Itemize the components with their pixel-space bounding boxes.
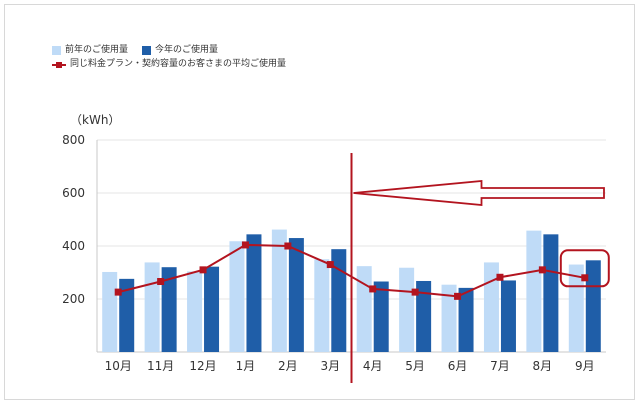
y-tick-label: 400	[62, 239, 85, 253]
y-tick-label: 200	[62, 292, 85, 306]
average-point	[114, 288, 122, 296]
bar-current	[119, 278, 135, 352]
bar-current	[500, 280, 516, 352]
bar-previous	[271, 229, 287, 352]
bar-previous	[526, 230, 542, 352]
x-tick-label: 4月	[363, 359, 383, 373]
legend-item-current: 今年のご使用量	[142, 44, 219, 55]
x-tick-label: 7月	[490, 359, 510, 373]
bar-previous	[187, 271, 203, 352]
legend-item-previous: 前年のご使用量	[52, 44, 129, 55]
average-point	[538, 266, 546, 274]
bar-previous	[399, 267, 415, 352]
average-point	[454, 292, 462, 300]
bar-current	[246, 234, 262, 352]
bar-previous	[483, 262, 499, 352]
annotations	[350, 153, 610, 383]
x-tick-label: 2月	[278, 359, 298, 373]
legend-swatch-average	[52, 60, 66, 69]
legend-label-previous: 前年のご使用量	[65, 44, 129, 55]
chart-frame	[4, 4, 635, 400]
bar-previous	[144, 262, 160, 352]
bars	[102, 229, 601, 352]
bar-previous	[229, 241, 245, 352]
bar-current	[331, 249, 347, 352]
bar-current	[161, 267, 177, 352]
legend-row-line: 同じ料金プラン・契約容量のお客さまの平均ご使用量	[52, 57, 300, 71]
bar-current	[416, 280, 432, 352]
y-axis-unit-label: （kWh）	[70, 113, 121, 127]
x-tick-label: 3月	[320, 359, 340, 373]
legend-swatch-previous	[52, 45, 61, 55]
legend-row-bars: 前年のご使用量 今年のご使用量	[52, 43, 300, 57]
average-point	[496, 273, 504, 281]
x-tick-labels: 10月 11月 12月 1月 2月 3月 4月 5月 6月 7月 8月 9月	[105, 359, 595, 373]
legend: 前年のご使用量 今年のご使用量 同じ料金プラン・契約容量のお客さまの平均ご使用量	[52, 43, 300, 71]
average-point	[241, 241, 249, 249]
x-tick-label: 5月	[405, 359, 425, 373]
x-tick-label: 11月	[147, 359, 174, 373]
average-point	[369, 285, 377, 293]
x-tick-label: 10月	[105, 359, 132, 373]
x-tick-label: 12月	[189, 359, 216, 373]
bar-current	[458, 287, 474, 352]
average-point	[199, 266, 207, 274]
y-tick-label: 600	[62, 186, 85, 200]
average-point	[411, 288, 419, 296]
legend-label-current: 今年のご使用量	[155, 44, 219, 55]
legend-item-average: 同じ料金プラン・契約容量のお客さまの平均ご使用量	[52, 58, 287, 69]
average-point	[581, 274, 589, 282]
average-point	[326, 261, 334, 269]
bar-previous	[314, 259, 330, 352]
legend-swatch-current	[142, 45, 152, 55]
legend-label-average: 同じ料金プラン・契約容量のお客さまの平均ご使用量	[70, 58, 287, 69]
bar-current	[288, 238, 304, 352]
x-tick-label: 6月	[448, 359, 468, 373]
highlight-box	[559, 249, 610, 288]
x-tick-label: 8月	[533, 359, 553, 373]
bar-previous	[441, 284, 457, 352]
bar-current	[373, 281, 389, 352]
average-point	[284, 242, 292, 250]
bar-previous	[102, 271, 118, 352]
average-point	[157, 278, 165, 286]
y-tick-labels: 200 400 600 800	[62, 133, 85, 306]
bar-current	[204, 266, 220, 352]
bar-current	[543, 234, 559, 352]
bar-current	[585, 260, 601, 352]
bar-previous	[356, 266, 372, 352]
arrow-left-icon	[353, 180, 605, 206]
x-tick-label: 1月	[236, 359, 256, 373]
x-tick-label: 9月	[575, 359, 595, 373]
y-tick-label: 800	[62, 133, 85, 147]
